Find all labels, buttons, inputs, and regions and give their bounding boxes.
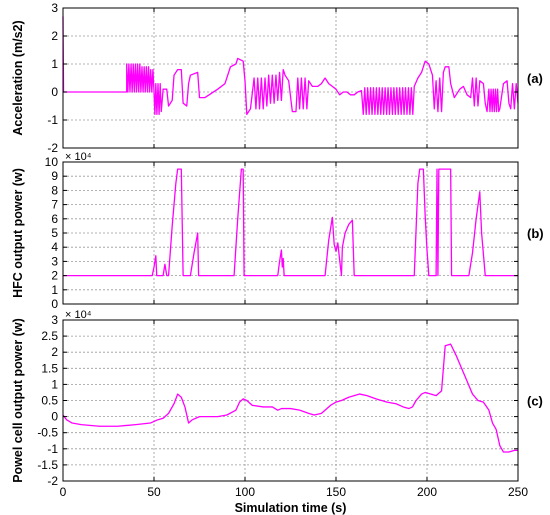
panel-c-xtick-label: 200 (417, 485, 437, 499)
panel-c-ytick-label: -1.5 (37, 458, 58, 472)
panel-a-ylabel: Acceleration (m/s2) (11, 20, 25, 135)
panel-b-ytick-label: 7 (51, 198, 58, 212)
panel-b-ytick-label: 4 (51, 240, 58, 254)
panel-c-ytick-label: -0.5 (37, 426, 58, 440)
panel-c-ytick-label: 2 (51, 345, 58, 359)
panel-c-ylabel: Powel cell output power (w) (11, 318, 25, 483)
panel-b-ytick-label: 5 (51, 226, 58, 240)
panel-c-ytick-label: 0 (51, 410, 58, 424)
panel-b-ytick-label: 3 (51, 254, 58, 268)
panel-a-ytick-label: 0 (51, 85, 58, 99)
panel-c-scale-note: × 10⁴ (65, 309, 92, 321)
panel-c-xtick-label: 50 (147, 485, 161, 499)
panel-c-ytick-label: 0.5 (41, 394, 58, 408)
panel-b-ytick-label: 10 (45, 155, 59, 169)
panel-c-xtick-label: 250 (508, 485, 528, 499)
panel-c-xtick-label: 100 (235, 485, 255, 499)
panel-c-ytick-label: 2.5 (41, 329, 58, 343)
panel-b-ytick-label: 9 (51, 169, 58, 183)
panel-a-series-line (62, 16, 519, 116)
panel-b-ytick-label: 8 (51, 183, 58, 197)
panel-c-tag: (c) (527, 394, 543, 409)
panel-a-tag: (a) (527, 71, 543, 86)
panel-c-ytick-label: 1 (51, 377, 58, 391)
panel-a-axes-frame (62, 7, 519, 149)
panel-c-xtick-label: 150 (326, 485, 346, 499)
x-axis-label: Simulation time (s) (235, 501, 347, 515)
panel-b-scale-note: × 10⁴ (65, 151, 92, 163)
panel-acceleration: Acceleration (m/s2) (a) -2 -1 0 1 2 3 (11, 1, 543, 155)
panel-c-ytick-label: 1.5 (41, 361, 58, 375)
panel-b-ytick-label: 0 (51, 297, 58, 311)
panel-c-ytick-label: -1 (47, 442, 58, 456)
panel-b-tag: (b) (527, 226, 544, 241)
panel-a-ytick-label: 1 (51, 57, 58, 71)
panel-a-ytick-label: 2 (51, 29, 58, 43)
panel-b-ylabel: HFC output power (w) (11, 168, 25, 298)
panel-c-series-line (62, 343, 518, 453)
panel-c-xtick-label: 0 (60, 485, 67, 499)
panel-b-ytick-label: 1 (51, 283, 58, 297)
panel-b-series-line (63, 168, 518, 277)
panel-b-ytick-label: 2 (51, 269, 58, 283)
panel-a-ytick-label: -2 (47, 141, 58, 155)
panel-c-ytick-label: 3 (51, 313, 58, 327)
panel-c-ytick-label: -2 (47, 474, 58, 488)
panel-a-ytick-label: 3 (51, 1, 58, 15)
panel-hfc-power: × 10⁴ HFC output power (w) (b) 012345678… (11, 151, 544, 311)
panel-b-ytick-label: 6 (51, 212, 58, 226)
panel-a-ytick-label: -1 (47, 113, 58, 127)
panel-powel-cell-power: × 10⁴ Powel cell output power (w) (c) Si… (11, 309, 543, 515)
